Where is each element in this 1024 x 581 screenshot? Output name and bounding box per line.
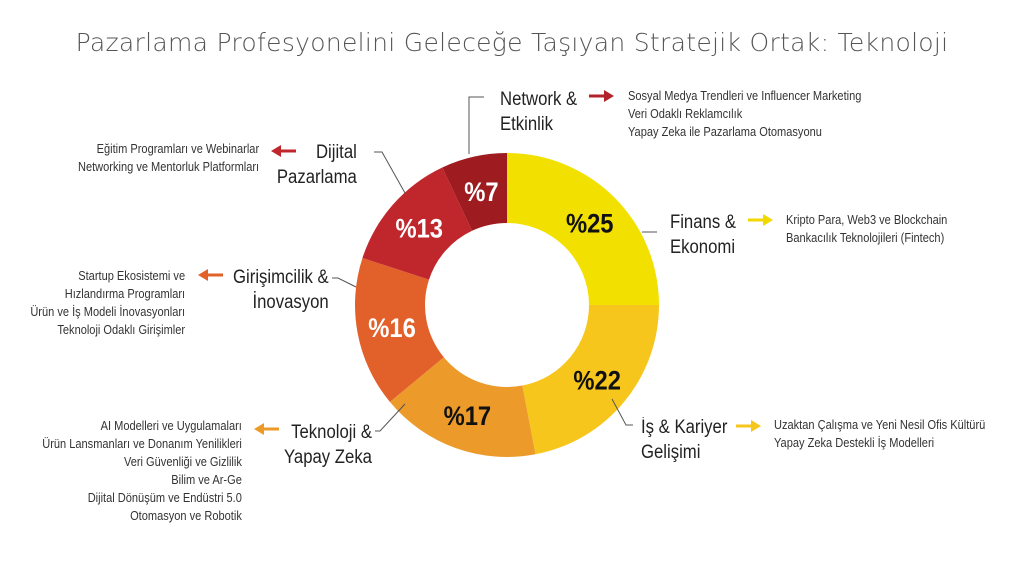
- list-item: Hızlandırma Programları: [64, 286, 185, 301]
- category-dijital-line2: Pazarlama: [277, 167, 357, 188]
- donut-slice-is-kariyer: [522, 305, 659, 455]
- category-is-kariyer: İş & Kariyer Gelişimi: [641, 415, 727, 465]
- leader-line-girisimcilik: [332, 277, 357, 288]
- category-is-kariyer-line1: İş & Kariyer: [641, 417, 728, 438]
- donut-slice-network: [442, 153, 507, 231]
- category-girisimcilik-line1: Girişimcilik &: [233, 267, 329, 288]
- items-is-kariyer: Uzaktan Çalışma ve Yeni Nesil Ofis Kültü…: [774, 416, 985, 452]
- arrow-right-icon: [736, 420, 761, 432]
- list-item: Bankacılık Teknolojileri (Fintech): [786, 230, 945, 245]
- arrow-left-icon: [198, 269, 223, 281]
- category-finans-line2: Ekonomi: [670, 237, 736, 258]
- donut-slice-teknoloji: [389, 357, 536, 457]
- data-label-girisimcilik: %16: [368, 314, 416, 344]
- category-finans-line1: Finans &: [670, 212, 736, 233]
- category-dijital: Dijital Pazarlama: [277, 140, 357, 190]
- list-item: Otomasyon ve Robotik: [130, 508, 242, 523]
- list-item: Bilim ve Ar-Ge: [171, 472, 242, 487]
- page-title: Pazarlama Profesyonelini Geleceğe Taşıya…: [75, 28, 949, 57]
- category-teknoloji: Teknoloji & Yapay Zeka: [284, 420, 372, 470]
- category-teknoloji-line2: Yapay Zeka: [284, 447, 372, 468]
- items-finans: Kripto Para, Web3 ve Blockchain Bankacıl…: [786, 211, 947, 247]
- list-item: Networking ve Mentorluk Platformları: [77, 159, 259, 174]
- list-item: Ürün Lansmanları ve Donanım Yenilikleri: [42, 436, 242, 451]
- arrow-left-icon: [254, 423, 279, 435]
- list-item: Eğitim Programları ve Webinarlar: [96, 141, 259, 156]
- donut-slice-finans: [507, 153, 659, 305]
- list-item: Yapay Zeka Destekli İş Modelleri: [774, 435, 935, 450]
- leader-line-teknoloji: [375, 403, 406, 432]
- items-girisimcilik: Startup Ekosistemi ve Hızlandırma Progra…: [30, 267, 185, 339]
- leader-line-dijital: [374, 151, 406, 194]
- list-item: Sosyal Medya Trendleri ve Influencer Mar…: [628, 88, 862, 103]
- data-label-is-kariyer: %22: [573, 366, 621, 396]
- arrow-right-icon: [748, 214, 773, 226]
- arrow-left-icon: [271, 145, 296, 157]
- leader-line-is-kariyer: [611, 398, 633, 426]
- category-network-line1: Network &: [500, 89, 578, 110]
- list-item: Startup Ekosistemi ve: [78, 268, 185, 283]
- items-network: Sosyal Medya Trendleri ve Influencer Mar…: [628, 87, 861, 141]
- list-item: Yapay Zeka ile Pazarlama Otomasyonu: [628, 124, 822, 139]
- leader-lines: [332, 96, 657, 432]
- data-label-finans: %25: [566, 209, 614, 239]
- donut-slices: [355, 153, 659, 457]
- category-network: Network & Etkinlik: [500, 87, 577, 137]
- category-network-line2: Etkinlik: [500, 114, 553, 135]
- category-is-kariyer-line2: Gelişimi: [641, 442, 701, 463]
- data-label-dijital: %13: [395, 214, 443, 244]
- leader-line-network: [468, 96, 484, 154]
- items-dijital: Eğitim Programları ve Webinarlar Network…: [78, 140, 259, 176]
- donut-slice-dijital: [362, 167, 473, 280]
- list-item: Kripto Para, Web3 ve Blockchain: [786, 212, 948, 227]
- arrow-right-icon: [589, 90, 614, 102]
- category-teknoloji-line1: Teknoloji &: [291, 422, 372, 443]
- category-finans: Finans & Ekonomi: [670, 210, 736, 260]
- list-item: Ürün ve İş Modeli İnovasyonları: [30, 304, 185, 319]
- list-item: Teknoloji Odaklı Girişimler: [57, 322, 185, 337]
- list-item: Veri Güvenliği ve Gizlilik: [124, 454, 242, 469]
- category-girisimcilik: Girişimcilik & İnovasyon: [233, 265, 329, 315]
- list-item: Dijital Dönüşüm ve Endüstri 5.0: [87, 490, 242, 505]
- items-teknoloji: AI Modelleri ve Uygulamaları Ürün Lansma…: [42, 417, 242, 525]
- category-dijital-line1: Dijital: [316, 142, 357, 163]
- data-label-teknoloji: %17: [444, 402, 492, 432]
- category-girisimcilik-line2: İnovasyon: [252, 292, 329, 313]
- donut-slice-girisimcilik: [355, 258, 444, 402]
- list-item: AI Modelleri ve Uygulamaları: [100, 418, 242, 433]
- data-label-network: %7: [464, 177, 498, 207]
- list-item: Uzaktan Çalışma ve Yeni Nesil Ofis Kültü…: [774, 417, 986, 432]
- percent-labels: %25 %22 %17 %16 %13 %7: [368, 177, 621, 431]
- list-item: Veri Odaklı Reklamcılık: [628, 106, 743, 121]
